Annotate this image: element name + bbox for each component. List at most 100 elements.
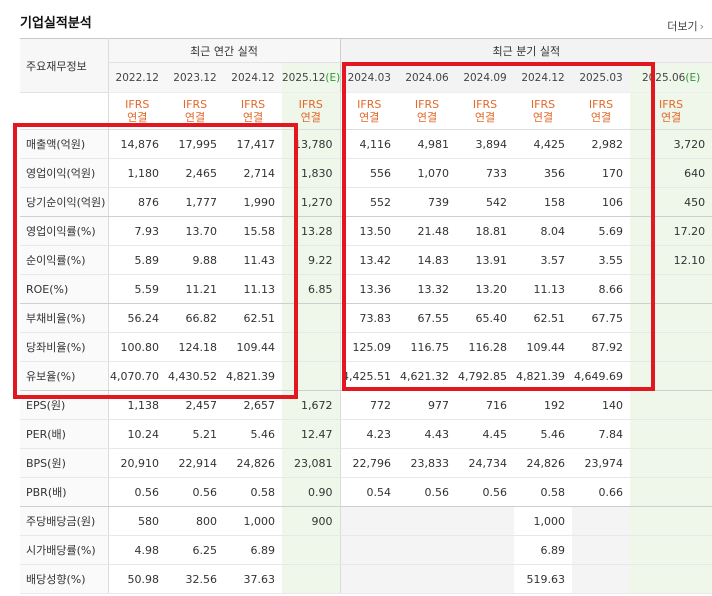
ifrs-bottom: 연결 [660, 111, 682, 124]
ifrs-row-label [20, 92, 109, 130]
value-cell: 125.09 [339, 332, 399, 362]
period-label: 2024.12 [521, 71, 565, 84]
table-row: 순이익률(%) 5.89 9.88 11.43 9.22 13.42 14.83 13.91 3… [20, 245, 712, 275]
value-cell: 4,425 [514, 129, 573, 159]
value-cell: 5.46 [514, 419, 573, 449]
value-cell [282, 332, 341, 362]
value-cell: 158 [514, 187, 573, 217]
ifrs-bottom: 연결 [300, 111, 321, 124]
value-cell: 4.23 [339, 419, 399, 449]
ifrs-bottom: 연결 [474, 111, 496, 124]
ifrs-bottom: 연결 [359, 111, 380, 124]
value-cell [630, 535, 712, 565]
value-cell: 24,826 [514, 448, 573, 478]
table-row: PER(배) 10.24 5.21 5.46 12.47 4.23 4.43 4.45 5.46… [20, 419, 712, 449]
estimate-marker: (E) [325, 71, 341, 84]
table-row: 영업이익(억원) 1,180 2,465 2,714 1,830 556 1,070 733 3… [20, 158, 712, 188]
value-cell: 13.20 [456, 274, 515, 304]
value-cell: 8.66 [572, 274, 631, 304]
ifrs-label: IFRS 연결 [282, 92, 341, 130]
value-cell [282, 564, 341, 594]
value-cell: 519.63 [514, 564, 573, 594]
row-label: 영업이익률(%) [20, 216, 109, 246]
value-cell: 32.56 [166, 564, 224, 594]
ifrs-label: IFRS 연결 [339, 92, 399, 130]
value-cell: 13.32 [398, 274, 457, 304]
row-label: PER(배) [20, 419, 109, 449]
value-cell: 13.28 [282, 216, 341, 246]
ifrs-top: IFRS [530, 98, 556, 111]
table-row: 매출액(억원) 14,876 17,995 17,417 13,780 4,116 4,98… [20, 129, 712, 159]
ifrs-top: IFRS [414, 98, 440, 111]
value-cell: 640 [630, 158, 712, 188]
ifrs-label: IFRS 연결 [630, 92, 712, 130]
value-cell: 552 [339, 187, 399, 217]
value-cell [456, 535, 515, 565]
ifrs-bottom: 연결 [590, 111, 612, 124]
period-header: 2024.03 [339, 62, 399, 93]
value-cell: 800 [166, 506, 224, 536]
value-cell: 6.25 [166, 535, 224, 565]
value-cell: 13.36 [339, 274, 399, 304]
value-cell: 4,821.39 [514, 361, 573, 391]
value-cell: 23,974 [572, 448, 631, 478]
value-cell: 4,070.70 [108, 361, 166, 391]
period-header: 2024.09 [456, 62, 515, 93]
row-label: 순이익률(%) [20, 245, 109, 275]
value-cell [630, 332, 712, 362]
value-cell: 87.92 [572, 332, 631, 362]
value-cell [572, 564, 631, 594]
value-cell: 12.10 [630, 245, 712, 275]
value-cell [630, 477, 712, 507]
value-cell: 17.20 [630, 216, 712, 246]
value-cell: 73.83 [339, 303, 399, 333]
value-cell [572, 535, 631, 565]
row-label: 부채비율(%) [20, 303, 109, 333]
ifrs-top: IFRS [588, 98, 614, 111]
value-cell [339, 564, 399, 594]
value-cell: 109.44 [224, 332, 282, 362]
value-cell: 56.24 [108, 303, 166, 333]
value-cell: 170 [572, 158, 631, 188]
value-cell: 12.47 [282, 419, 341, 449]
value-cell: 3,894 [456, 129, 515, 159]
value-cell: 0.56 [166, 477, 224, 507]
value-cell: 356 [514, 158, 573, 188]
value-cell: 50.98 [108, 564, 166, 594]
table-row: 당좌비율(%) 100.80 124.18 109.44 125.09 116.75 116… [20, 332, 712, 362]
value-cell: 900 [282, 506, 341, 536]
value-cell: 67.75 [572, 303, 631, 333]
value-cell: 14.83 [398, 245, 457, 275]
ifrs-bottom: 연결 [184, 111, 206, 124]
value-cell [282, 535, 341, 565]
table-row: EPS(원) 1,138 2,457 2,657 1,672 772 977 716 192 14… [20, 390, 712, 420]
value-cell: 5.21 [166, 419, 224, 449]
period-header: 2025.06(E) [630, 62, 712, 93]
value-cell [398, 535, 457, 565]
value-cell [630, 274, 712, 304]
value-cell [630, 564, 712, 594]
value-cell: 13.42 [339, 245, 399, 275]
period-header: 2024.12 [514, 62, 573, 93]
ifrs-label: IFRS 연결 [224, 92, 282, 130]
value-cell: 772 [339, 390, 399, 420]
value-cell [572, 506, 631, 536]
chevron-right-icon: › [699, 20, 704, 33]
value-cell: 6.89 [514, 535, 573, 565]
value-cell: 21.48 [398, 216, 457, 246]
value-cell: 977 [398, 390, 457, 420]
value-cell: 18.81 [456, 216, 515, 246]
value-cell: 3.55 [572, 245, 631, 275]
value-cell: 62.51 [224, 303, 282, 333]
period-label: 2024.03 [347, 71, 391, 84]
value-cell: 0.66 [572, 477, 631, 507]
financial-table: 주요재무정보 최근 연간 실적 최근 분기 실적 2022.12 2023.12 2… [20, 38, 712, 594]
value-cell: 7.93 [108, 216, 166, 246]
table-row: 배당성향(%) 50.98 32.56 37.63 519.63 [20, 564, 712, 594]
group-annual: 최근 연간 실적 [108, 38, 341, 63]
row-label: 시가배당률(%) [20, 535, 109, 565]
ifrs-label: IFRS 연결 [456, 92, 515, 130]
more-link[interactable]: 더보기 › [667, 18, 704, 34]
ifrs-label: IFRS 연결 [572, 92, 631, 130]
table-row: ROE(%) 5.59 11.21 11.13 6.85 13.36 13.32 13.20 1… [20, 274, 712, 304]
